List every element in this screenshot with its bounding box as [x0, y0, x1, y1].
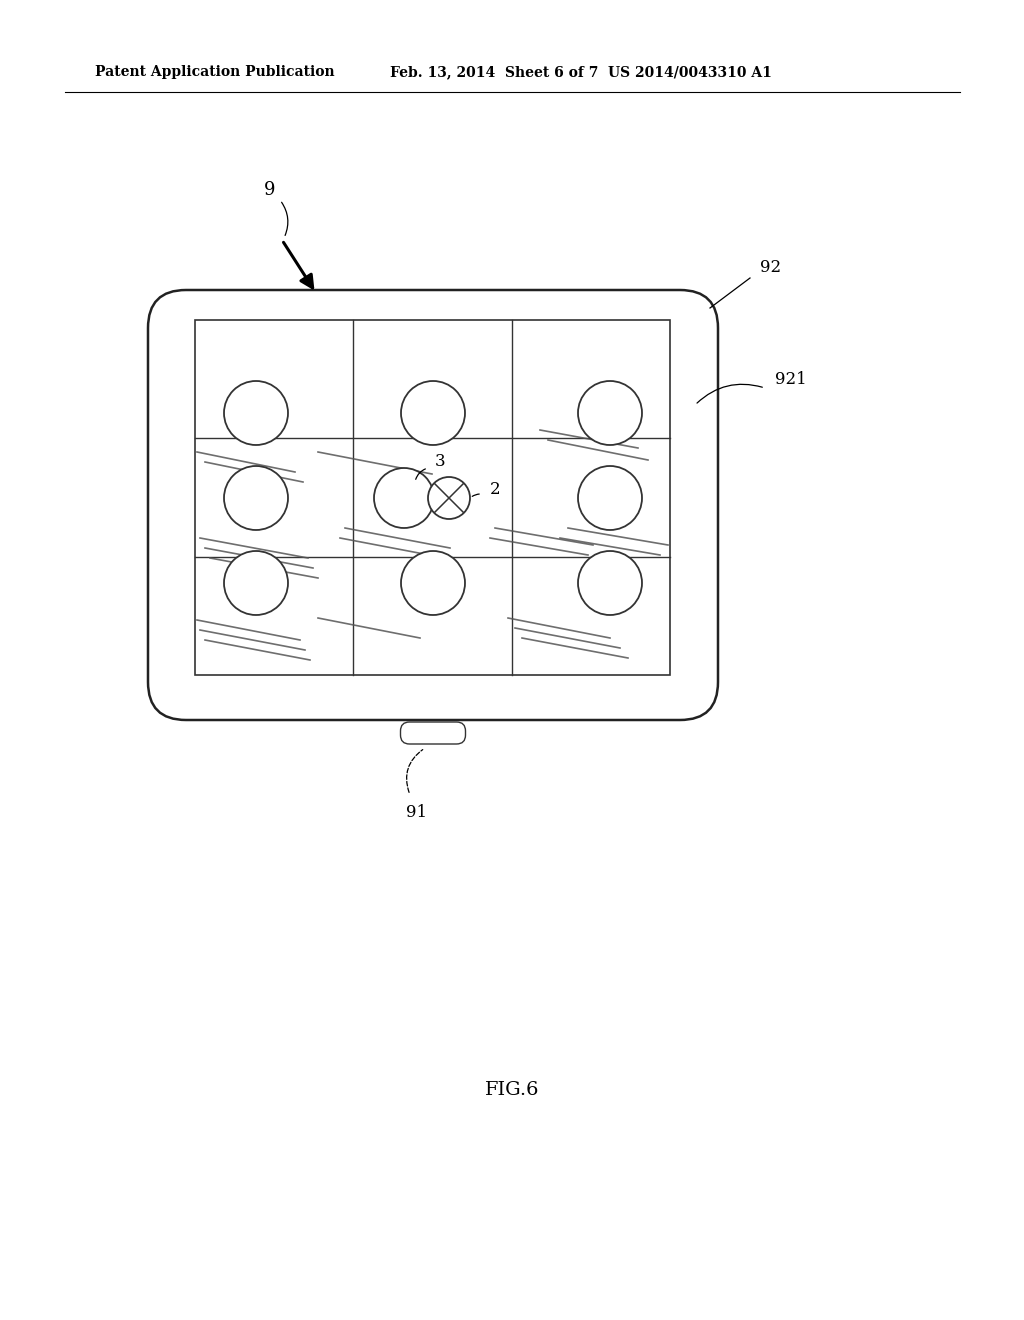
Bar — [195, 319, 670, 675]
Circle shape — [401, 550, 465, 615]
FancyBboxPatch shape — [400, 722, 466, 744]
Text: 2: 2 — [490, 482, 501, 499]
Text: 3: 3 — [435, 454, 445, 470]
Circle shape — [578, 381, 642, 445]
Circle shape — [224, 550, 288, 615]
Text: 9: 9 — [264, 181, 275, 199]
Text: Patent Application Publication: Patent Application Publication — [95, 65, 335, 79]
Circle shape — [401, 381, 465, 445]
Circle shape — [374, 469, 434, 528]
Text: 91: 91 — [406, 804, 427, 821]
Circle shape — [224, 466, 288, 531]
Text: US 2014/0043310 A1: US 2014/0043310 A1 — [608, 65, 772, 79]
Circle shape — [578, 466, 642, 531]
FancyBboxPatch shape — [148, 290, 718, 719]
Circle shape — [428, 477, 470, 519]
Text: 92: 92 — [760, 260, 781, 276]
Circle shape — [578, 550, 642, 615]
Text: 921: 921 — [775, 371, 807, 388]
Text: FIG.6: FIG.6 — [484, 1081, 540, 1100]
Text: Feb. 13, 2014  Sheet 6 of 7: Feb. 13, 2014 Sheet 6 of 7 — [390, 65, 598, 79]
Circle shape — [224, 381, 288, 445]
